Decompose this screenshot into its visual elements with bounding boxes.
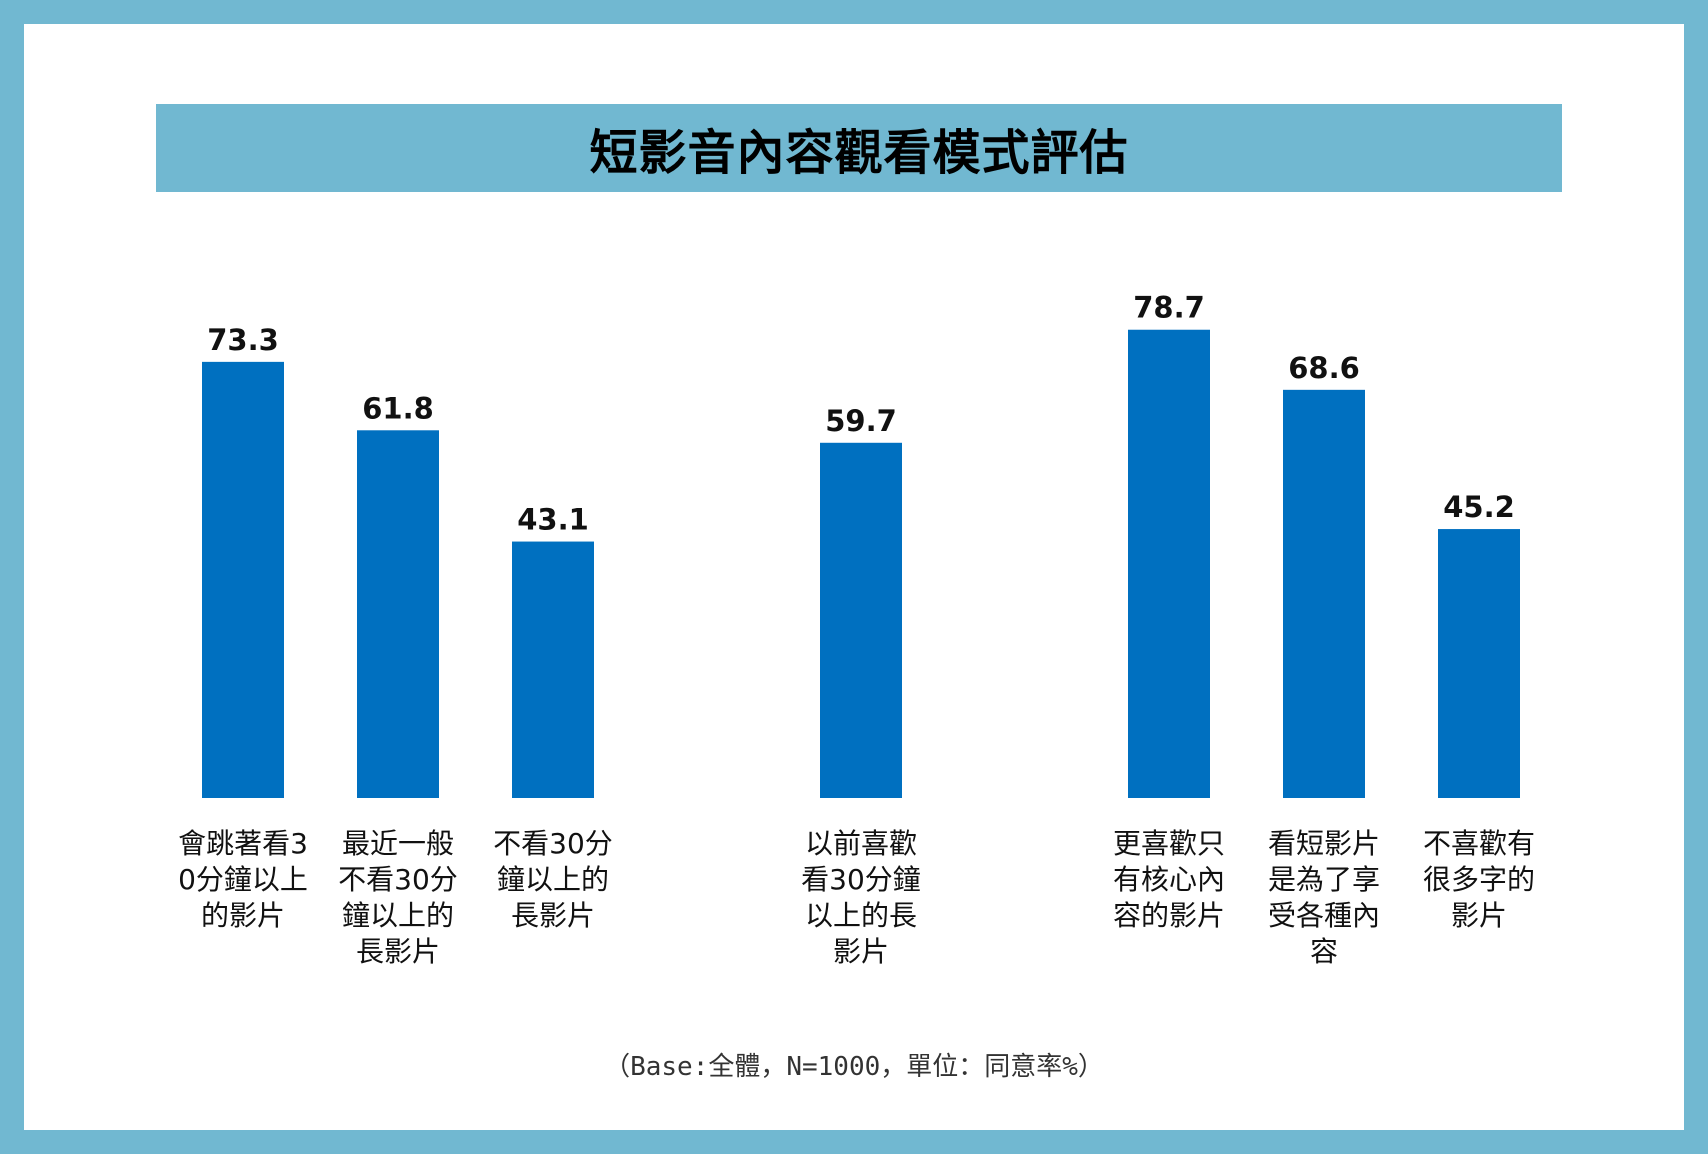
- bar-value-label-2: 61.8: [362, 391, 434, 425]
- bar-1: [202, 361, 284, 798]
- category-label-3: 不看30分鐘以上的長影片: [493, 827, 613, 932]
- bar-7: [1438, 529, 1520, 798]
- title-bar: 短影音內容觀看模式評估: [156, 104, 1562, 192]
- bar-4: [820, 442, 902, 798]
- bar-6: [1283, 389, 1365, 798]
- category-label-2: 最近一般不看30分鐘以上的長影片: [338, 827, 458, 968]
- bar-value-label-4: 59.7: [825, 404, 897, 438]
- category-label-4: 以前喜歡看30分鐘以上的長影片: [801, 827, 921, 968]
- bar-value-label-5: 78.7: [1133, 291, 1205, 325]
- footnote: （Base:全體，N=1000，單位：同意率%）: [604, 1052, 1104, 1082]
- category-label-6: 看短影片是為了享受各種內容: [1267, 827, 1380, 968]
- bar-value-label-7: 45.2: [1443, 490, 1515, 524]
- bar-value-label-1: 73.3: [207, 323, 279, 357]
- category-label-1: 會跳著看30分鐘以上的影片: [178, 827, 308, 932]
- bar-2: [357, 430, 439, 798]
- category-label-5: 更喜歡只有核心內容的影片: [1112, 827, 1225, 932]
- bar-value-label-3: 43.1: [517, 503, 589, 537]
- bar-5: [1128, 329, 1210, 798]
- bar-value-label-6: 68.6: [1288, 351, 1360, 385]
- bar-3: [512, 541, 594, 798]
- chart-title: 短影音內容觀看模式評估: [589, 125, 1129, 181]
- category-label-7: 不喜歡有很多字的影片: [1422, 827, 1535, 932]
